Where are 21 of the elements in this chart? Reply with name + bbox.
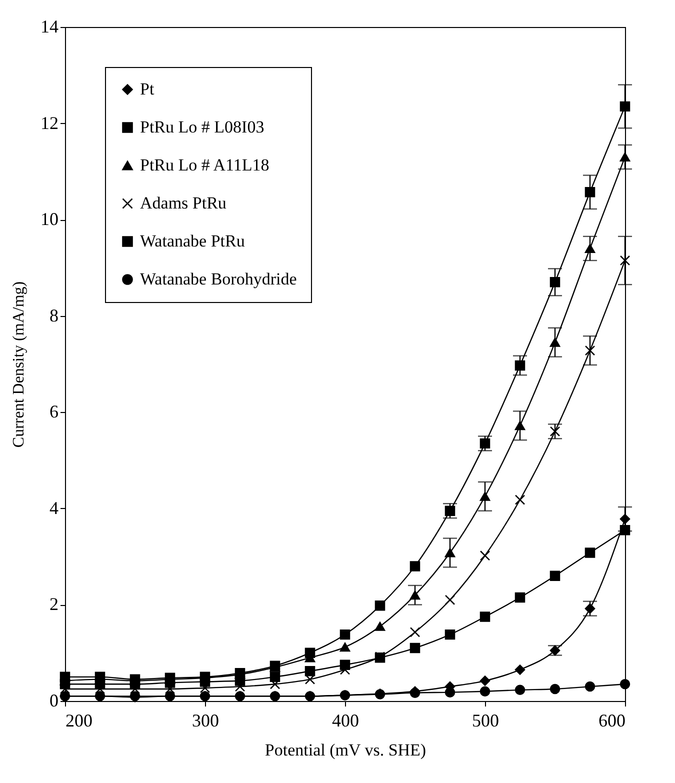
y-axis-title: Current Density (mA/mg) <box>10 281 28 448</box>
y-tick-label: 4 <box>50 498 58 518</box>
legend-label: PtRu Lo # A11L18 <box>140 156 270 174</box>
legend-label: Watanabe PtRu <box>140 232 246 250</box>
x-tick-label: 300 <box>192 710 219 730</box>
legend-label: Adams PtRu <box>140 194 227 212</box>
legend-label: Watanabe Borohydride <box>140 270 297 288</box>
x-axis-title: Potential (mV vs. SHE) <box>264 740 426 760</box>
y-tick-label: 12 <box>40 112 58 133</box>
legend-label: Pt <box>140 80 154 98</box>
x-tick-label: 500 <box>472 710 499 730</box>
legend-label: PtRu Lo # L08I03 <box>140 118 264 136</box>
y-tick-label: 0 <box>50 690 58 710</box>
x-tick-label: 600 <box>598 710 626 730</box>
x-tick-label: 200 <box>66 710 92 730</box>
y-tick-label: 10 <box>40 209 58 230</box>
y-tick-label: 6 <box>50 402 58 422</box>
x-tick-label: 400 <box>332 710 359 730</box>
y-tick-label: 8 <box>50 305 58 326</box>
y-tick-label: 2 <box>50 594 58 614</box>
y-tick-label: 14 <box>40 16 58 36</box>
